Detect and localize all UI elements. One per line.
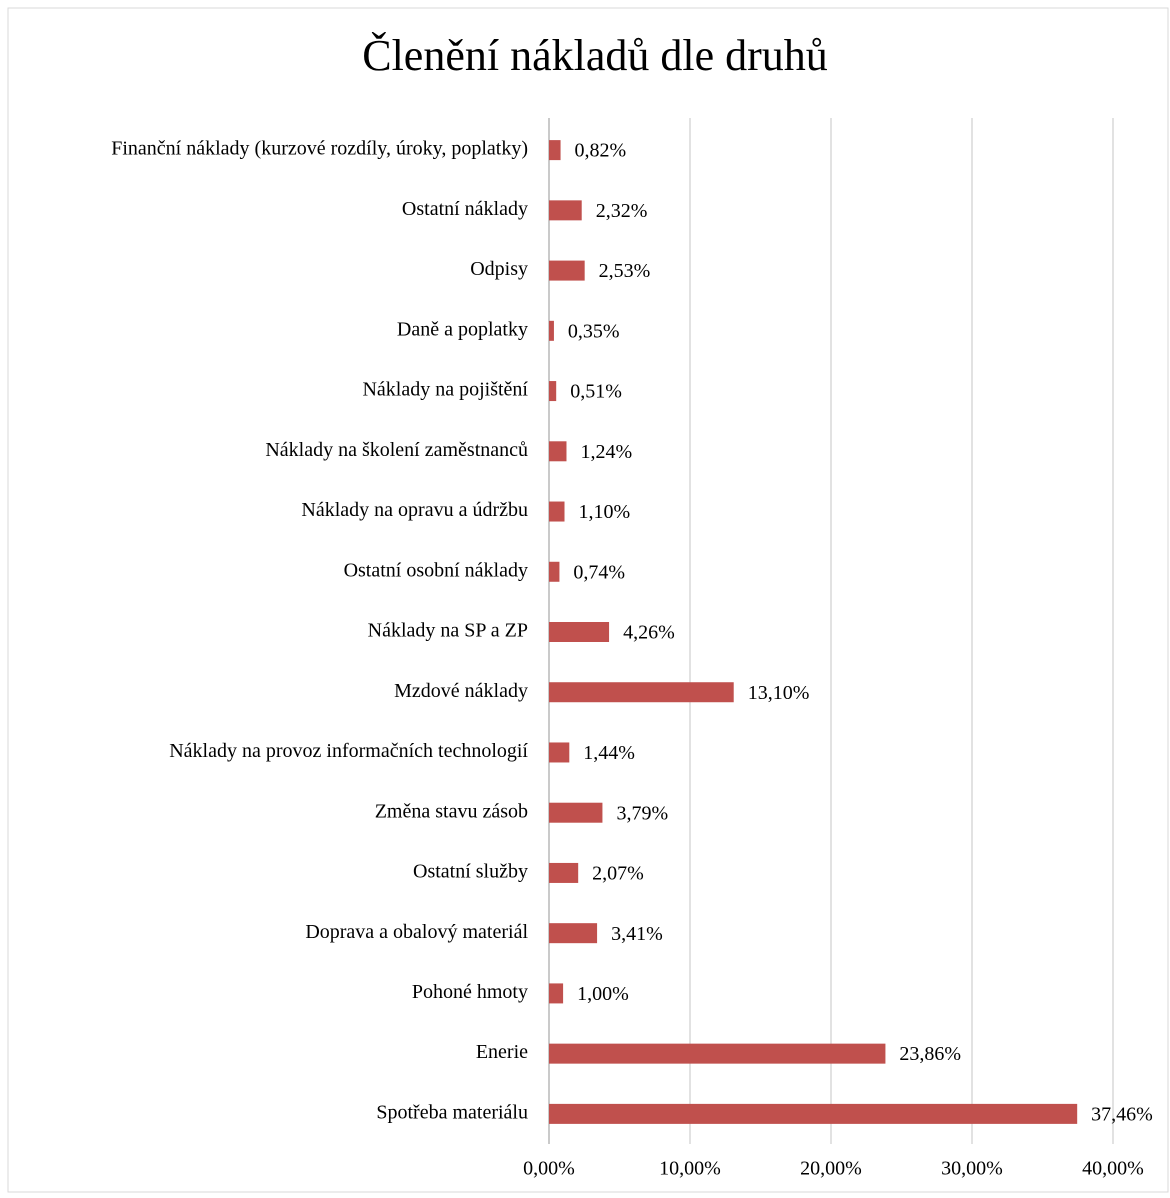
data-label: 4,26% <box>623 622 675 644</box>
bar <box>549 1103 1078 1124</box>
bar <box>549 320 554 341</box>
y-tick-label: Finanční náklady (kurzové rozdíly, úroky… <box>111 138 528 160</box>
y-tick-label: Doprava a obalový materiál <box>305 921 528 943</box>
chart-border <box>7 7 1169 1193</box>
y-tick-label: Náklady na školení zaměstnanců <box>265 439 528 461</box>
bar <box>549 501 565 522</box>
data-label: 1,24% <box>580 441 632 463</box>
data-label: 1,44% <box>583 742 635 764</box>
y-tick-label: Mzdové náklady <box>394 680 528 702</box>
data-label: 0,35% <box>568 320 620 342</box>
x-tick-label: 40,00% <box>1082 1158 1144 1180</box>
data-label: 37,46% <box>1091 1103 1153 1125</box>
y-tick-label: Daně a poplatky <box>397 318 528 340</box>
data-label: 1,00% <box>577 983 629 1005</box>
data-label: 0,74% <box>573 561 625 583</box>
data-label: 2,32% <box>596 200 648 222</box>
y-tick-label: Náklady na opravu a údržbu <box>301 499 528 521</box>
y-tick-label: Náklady na pojištění <box>362 379 528 401</box>
data-label: 23,86% <box>899 1043 961 1065</box>
data-label: 3,79% <box>616 802 668 824</box>
data-label: 1,10% <box>579 501 631 523</box>
bar <box>549 802 603 823</box>
x-tick-label: 30,00% <box>941 1158 1003 1180</box>
y-tick-label: Odpisy <box>470 258 528 280</box>
y-tick-label: Ostatní osobní náklady <box>344 559 528 581</box>
chart-title: Členění nákladů dle druhů <box>362 31 828 80</box>
bar <box>549 140 561 161</box>
bar <box>549 742 570 763</box>
y-tick-label: Náklady na SP a ZP <box>368 620 528 642</box>
bar <box>549 682 734 703</box>
data-label: 2,53% <box>599 260 651 282</box>
bar <box>549 1043 886 1064</box>
data-label: 2,07% <box>592 863 644 885</box>
y-tick-label: Změna stavu zásob <box>375 800 528 822</box>
bar <box>549 923 598 944</box>
data-label: 0,51% <box>570 381 622 403</box>
bar <box>549 622 610 642</box>
data-label: 13,10% <box>748 682 810 704</box>
bar <box>549 260 585 281</box>
bar <box>549 862 579 883</box>
x-tick-label: 10,00% <box>659 1158 721 1180</box>
y-tick-label: Spotřeba materiálu <box>376 1101 528 1123</box>
y-tick-label: Ostatní náklady <box>402 198 528 220</box>
y-tick-label: Náklady na provoz informačních technolog… <box>169 740 528 762</box>
x-tick-label: 20,00% <box>800 1158 862 1180</box>
bar <box>549 200 582 221</box>
y-tick-label: Ostatní služby <box>413 861 528 883</box>
y-tick-label: Pohoné hmoty <box>412 981 528 1003</box>
bar <box>549 441 567 462</box>
data-label: 3,41% <box>611 923 663 945</box>
y-tick-label: Enerie <box>476 1041 528 1063</box>
bar <box>549 983 564 1004</box>
data-label: 0,82% <box>575 140 627 162</box>
bar <box>549 561 560 582</box>
x-tick-label: 0,00% <box>523 1158 575 1180</box>
bar <box>549 381 557 402</box>
